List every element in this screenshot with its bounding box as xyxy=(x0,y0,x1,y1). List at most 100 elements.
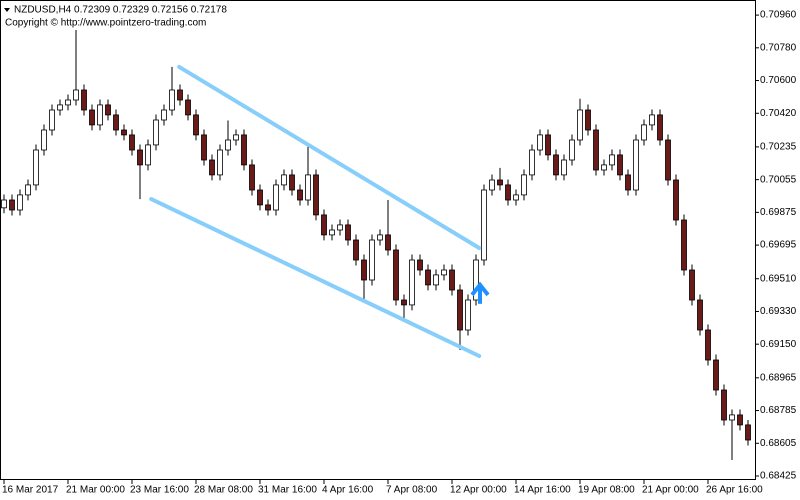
candle-body xyxy=(489,179,495,191)
x-tick-label: 19 Apr 08:00 xyxy=(578,485,635,496)
candle-body xyxy=(353,239,359,261)
candle-body xyxy=(641,124,647,141)
candle-body xyxy=(657,114,663,141)
candle-body xyxy=(297,189,303,201)
candle-body xyxy=(25,184,31,196)
candle-body xyxy=(265,204,271,211)
candle-body xyxy=(73,89,79,101)
y-tick-label: 0.68785 xyxy=(760,405,797,416)
x-tick-label: 14 Apr 16:00 xyxy=(514,485,571,496)
candle-body xyxy=(97,104,103,126)
candle-body xyxy=(105,104,111,116)
candle-body xyxy=(449,269,455,291)
candle-body xyxy=(465,299,471,331)
y-tick-label: 0.68425 xyxy=(760,471,797,482)
candle-body xyxy=(401,299,407,306)
candle-body xyxy=(41,129,47,151)
candle-body xyxy=(625,174,631,191)
candle-body xyxy=(497,179,503,186)
candle-body xyxy=(249,164,255,191)
candle-body xyxy=(281,174,287,186)
y-tick-label: 0.70235 xyxy=(760,142,797,153)
candle-body xyxy=(89,109,95,126)
candle-body xyxy=(553,154,559,176)
candle-body xyxy=(577,109,583,141)
arrow-part xyxy=(470,281,490,297)
candle-body xyxy=(649,114,655,126)
candle-body xyxy=(609,154,615,166)
candle-body xyxy=(393,249,399,301)
candle-body xyxy=(313,174,319,216)
candle-body xyxy=(209,159,215,176)
candle-body xyxy=(81,89,87,111)
candle-body xyxy=(185,99,191,116)
trendline xyxy=(149,197,482,358)
candle-body xyxy=(521,174,527,196)
candle-body xyxy=(673,179,679,221)
candle-body xyxy=(153,119,159,146)
candle-body xyxy=(1,199,7,209)
candle-body xyxy=(689,269,695,301)
candle-body xyxy=(585,109,591,131)
candle-body xyxy=(473,259,479,301)
candle-body xyxy=(161,109,167,121)
buy-arrow xyxy=(470,281,490,304)
candle-body xyxy=(593,129,599,171)
candle-body xyxy=(145,144,151,166)
candle-body xyxy=(305,174,311,201)
candle-body xyxy=(17,194,23,211)
candle-body xyxy=(569,139,575,161)
candle-body xyxy=(49,109,55,131)
x-tick-label: 16 Mar 2017 xyxy=(2,485,59,496)
candle-body xyxy=(681,219,687,271)
candle-body xyxy=(545,134,551,156)
x-tick-label: 21 Apr 00:00 xyxy=(642,485,699,496)
candle-body xyxy=(257,189,263,206)
candle-body xyxy=(377,234,383,241)
candle-body xyxy=(705,329,711,361)
y-tick-label: 0.69150 xyxy=(760,339,797,350)
x-tick-label: 7 Apr 08:00 xyxy=(386,485,438,496)
candle-body xyxy=(513,194,519,201)
candle-body xyxy=(441,269,447,276)
x-tick-label: 28 Mar 08:00 xyxy=(194,485,253,496)
candle-body xyxy=(345,224,351,241)
candle-body xyxy=(409,259,415,306)
x-tick-label: 26 Apr 16:00 xyxy=(706,485,763,496)
candle-body xyxy=(137,149,143,166)
candle-body xyxy=(729,414,735,421)
candle-body xyxy=(737,414,743,426)
candle-body xyxy=(601,164,607,171)
candle-body xyxy=(529,149,535,176)
candle-body xyxy=(129,134,135,151)
y-tick-label: 0.70055 xyxy=(760,174,797,185)
candle-body xyxy=(697,299,703,331)
candle-body xyxy=(217,149,223,176)
candle-body xyxy=(561,159,567,176)
candle-body xyxy=(745,424,751,441)
candle-body xyxy=(177,89,183,101)
candle-body xyxy=(241,134,247,166)
x-tick-label: 21 Mar 00:00 xyxy=(66,485,125,496)
candle-body xyxy=(121,129,127,136)
x-tick-label: 23 Mar 16:00 xyxy=(130,485,189,496)
y-tick-label: 0.69330 xyxy=(760,306,797,317)
candle-body xyxy=(33,149,39,186)
menu-triangle[interactable] xyxy=(4,8,10,12)
candle-body xyxy=(169,89,175,111)
trendline xyxy=(177,64,482,250)
candle-body xyxy=(617,154,623,176)
y-tick-label: 0.69875 xyxy=(760,207,797,218)
x-tick-label: 31 Mar 16:00 xyxy=(258,485,317,496)
candle-body xyxy=(457,289,463,331)
candle-body xyxy=(9,199,15,211)
candle-body xyxy=(57,104,63,111)
y-tick-label: 0.68965 xyxy=(760,372,797,383)
candle-body xyxy=(65,99,71,106)
y-tick-label: 0.68605 xyxy=(760,438,797,449)
candle-body xyxy=(481,189,487,261)
candle-body xyxy=(273,184,279,211)
y-tick-label: 0.70960 xyxy=(760,10,797,21)
plot-frame xyxy=(0,0,756,480)
y-tick-label: 0.69510 xyxy=(760,273,797,284)
